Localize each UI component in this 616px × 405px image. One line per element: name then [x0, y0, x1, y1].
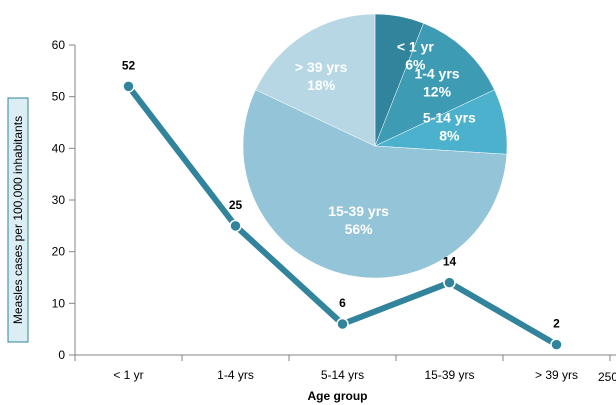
- pie-slice-percent: 8%: [439, 128, 460, 144]
- x-tick-label: > 39 yrs: [535, 368, 578, 382]
- y-tick-label: 10: [52, 296, 66, 310]
- pie-slice-label: < 1 yr: [397, 39, 435, 55]
- pie-slice-percent: 18%: [307, 77, 336, 93]
- y-tick-label: 20: [52, 245, 66, 259]
- pie-slice-label: > 39 yrs: [295, 59, 348, 75]
- y-axis-title-box: [7, 97, 29, 343]
- pie-slice-label: 15-39 yrs: [328, 203, 389, 219]
- data-point: [550, 338, 563, 351]
- pie-slice-percent: 56%: [345, 221, 374, 237]
- pie-slice-label: 5-14 yrs: [423, 110, 476, 126]
- data-label: 2: [553, 317, 560, 331]
- data-point: [229, 219, 242, 233]
- chart-labels: 0 10 20 30 40 50 60 < 1 yr 1-4 yrs 5-14 yrs 15-39 …: [11, 38, 616, 403]
- y-tick-label: 50: [52, 90, 66, 104]
- pie-slice: [374, 22, 495, 147]
- x-extra-tick-label: 250: [598, 370, 616, 384]
- data-point: [443, 276, 456, 289]
- data-point: [336, 317, 349, 331]
- data-label: 6: [339, 296, 346, 310]
- data-label: 52: [122, 58, 136, 72]
- pie-slice-percent: 6%: [405, 57, 426, 73]
- pie-slice-percent: 12%: [423, 83, 452, 99]
- data-label: 14: [443, 255, 457, 269]
- x-tick-label: < 1 yr: [113, 368, 143, 382]
- pie-chart: [242, 13, 508, 279]
- line-series: [122, 80, 563, 351]
- x-axis-title: Age group: [308, 389, 368, 403]
- axes: [7, 44, 616, 361]
- pie-slice-label: 1-4 yrs: [414, 65, 459, 81]
- y-tick-label: 40: [52, 141, 66, 155]
- data-point: [122, 80, 135, 93]
- x-tick-label: 15-39 yrs: [424, 368, 474, 382]
- data-label: 25: [229, 198, 243, 212]
- y-tick-label: 30: [52, 193, 66, 207]
- pie-slice: [255, 13, 376, 147]
- y-tick-label: 60: [52, 38, 66, 52]
- x-tick-label: 1-4 yrs: [217, 368, 254, 382]
- pie-slice: [242, 89, 508, 279]
- x-tick-label: 5-14 yrs: [321, 368, 364, 382]
- y-axis-title: Measles cases per 100,000 inhabitants: [11, 116, 25, 324]
- y-tick-label: 0: [58, 348, 65, 362]
